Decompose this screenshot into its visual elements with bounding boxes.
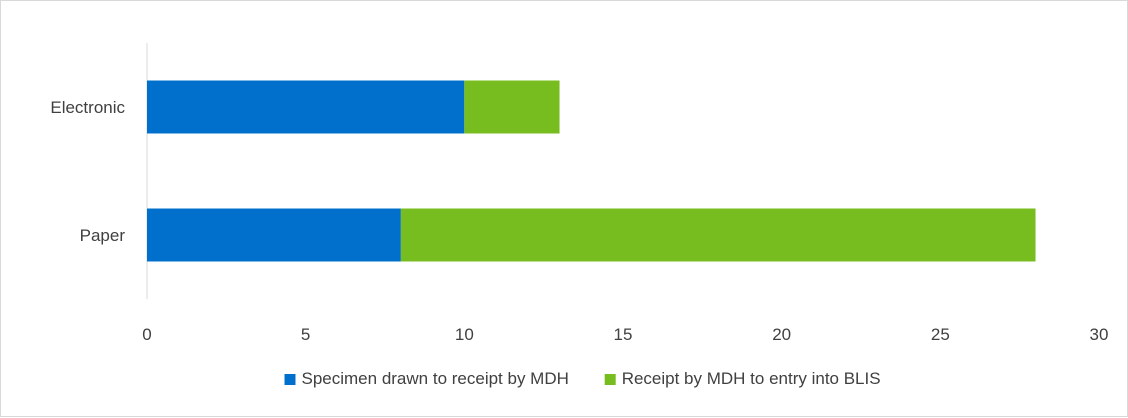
legend-label-series-1: Specimen drawn to receipt by MDH: [302, 369, 569, 388]
category-label-paper: Paper: [80, 226, 126, 245]
bar-paper-series-1: [147, 208, 401, 262]
legend-swatch-series-2: [604, 374, 616, 385]
label-layer: Electronic Paper 0 5 10 15 20 25 30: [50, 98, 1108, 344]
bar-paper-series-2: [400, 208, 1036, 262]
x-tick-label-30: 30: [1090, 325, 1109, 344]
category-label-electronic: Electronic: [50, 98, 125, 117]
x-tick-label-0: 0: [142, 325, 151, 344]
legend: Specimen drawn to receipt by MDH Receipt …: [284, 369, 881, 388]
legend-label-series-2: Receipt by MDH to entry into BLIS: [622, 369, 881, 388]
legend-swatch-series-1: [284, 374, 296, 385]
x-tick-label-5: 5: [301, 325, 310, 344]
bar-layer: [147, 80, 1036, 262]
x-tick-label-25: 25: [931, 325, 950, 344]
x-tick-label-20: 20: [772, 325, 791, 344]
bar-electronic-series-1: [147, 80, 465, 134]
x-tick-label-10: 10: [455, 325, 474, 344]
x-tick-label-15: 15: [614, 325, 633, 344]
bar-electronic-series-2: [464, 80, 560, 134]
